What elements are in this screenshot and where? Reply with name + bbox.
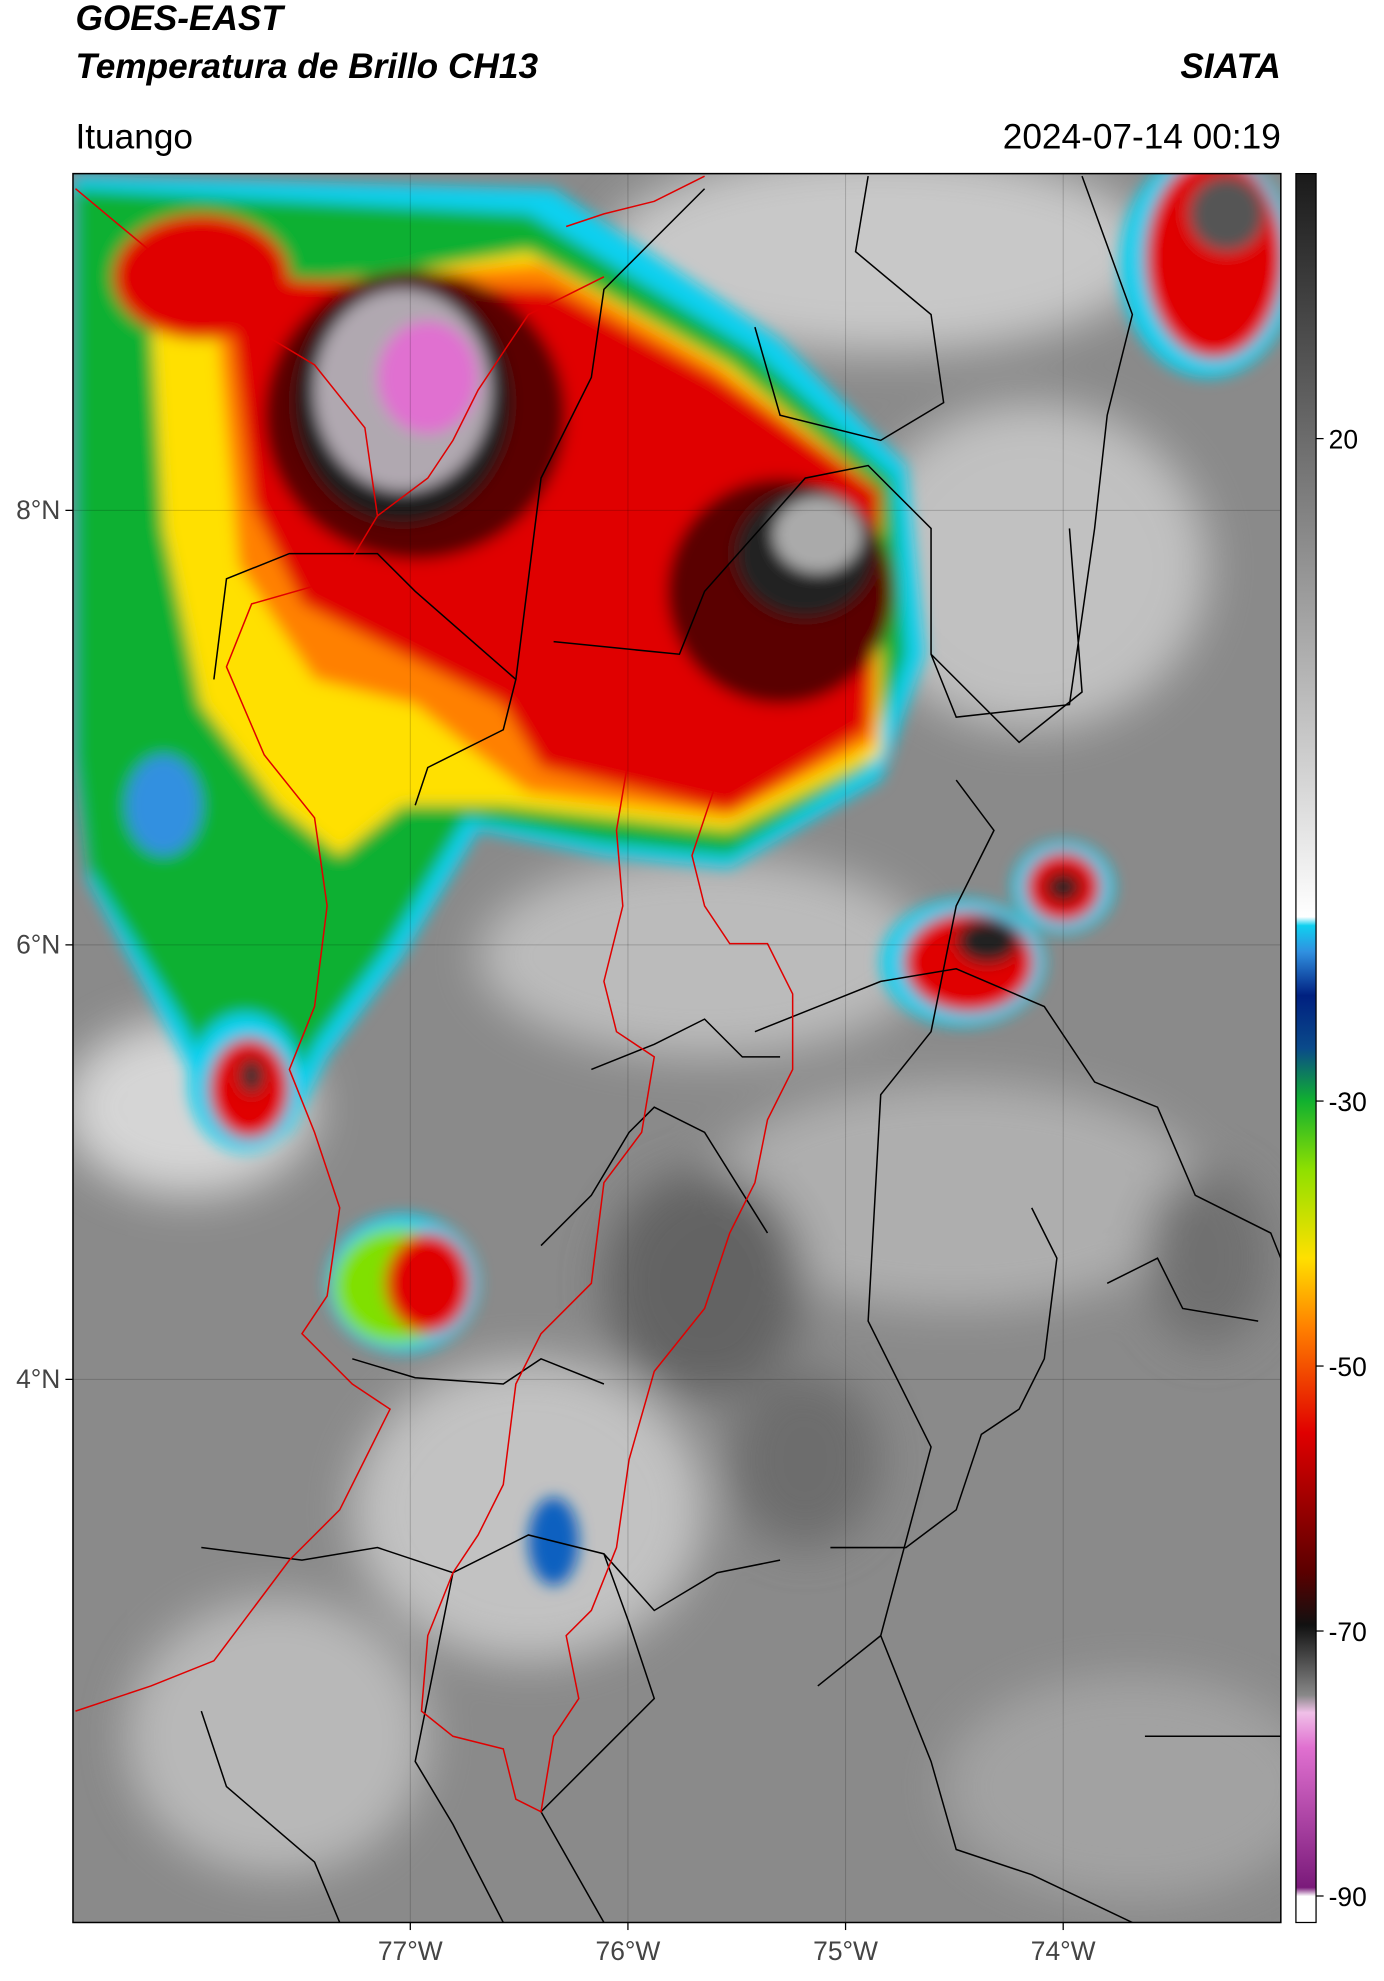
y-tick-label: 4°N — [16, 1364, 60, 1394]
subtitle: Temperatura de Brillo CH13 — [75, 47, 538, 86]
location: Ituango — [75, 117, 193, 156]
y-tick-label: 8°N — [16, 495, 60, 525]
x-tick-label: 74°W — [1031, 1936, 1096, 1966]
colorbar-label: 20 — [1329, 425, 1358, 455]
colorbar-label: -50 — [1329, 1352, 1367, 1382]
map-frame — [72, 172, 1282, 1924]
title: GOES-EAST — [75, 0, 285, 38]
colorbar — [1295, 172, 1317, 1924]
y-tick-label: 6°N — [16, 930, 60, 960]
colorbar-label: -70 — [1329, 1617, 1367, 1647]
x-tick-label: 75°W — [813, 1936, 878, 1966]
x-tick-label: 77°W — [378, 1936, 443, 1966]
colorbar-label: -90 — [1329, 1882, 1367, 1912]
x-tick-label: 76°W — [596, 1936, 661, 1966]
colorbar-label: -30 — [1329, 1087, 1367, 1117]
datetime: 2024-07-14 00:19 — [1003, 117, 1281, 156]
satellite-image — [72, 173, 1281, 1923]
brand: SIATA — [1180, 47, 1280, 86]
